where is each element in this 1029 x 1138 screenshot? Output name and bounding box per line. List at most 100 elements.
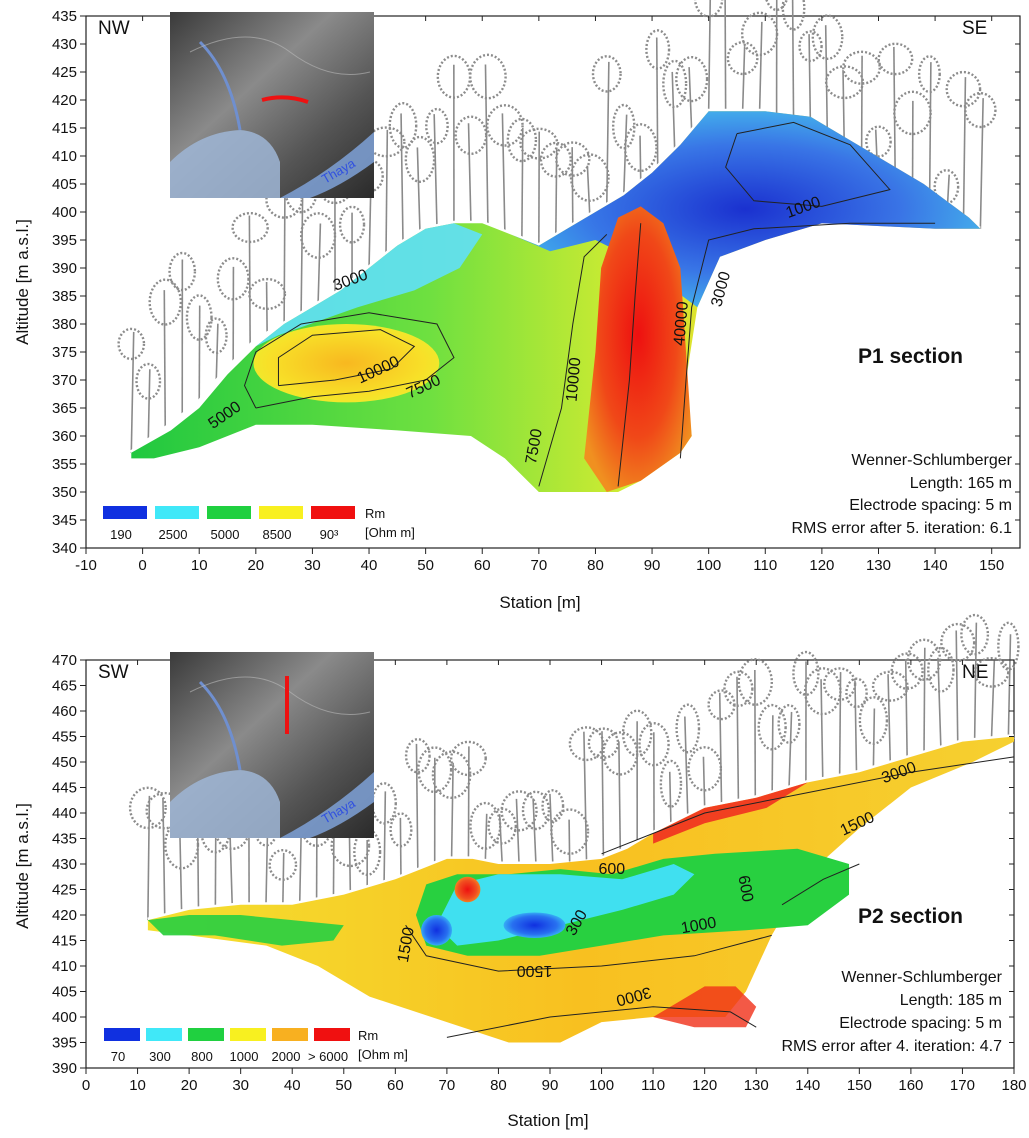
p1-info-line: Electrode spacing: 5 m [849,497,1012,514]
p2-legend-swatch [314,1028,350,1041]
p1-y-tick-label: 425 [52,64,77,81]
p1-y-tick-label: 370 [52,372,77,389]
p1-x-tick-label: 130 [866,557,891,574]
p2-y-tick-label: 395 [52,1035,77,1052]
p1-y-tick-label: 395 [52,232,77,249]
p1-y-tick-label: 430 [52,36,77,53]
p1-legend-label: 5000 [211,527,240,542]
p1-y-tick-label: 340 [52,540,77,557]
p2-x-tick-label: 70 [439,1077,456,1094]
p1-tree-trunk [793,0,794,122]
p2-x-tick-label: 180 [1001,1077,1026,1094]
p2-y-tick-label: 430 [52,856,77,873]
p2-x-tick-label: 110 [641,1077,665,1094]
p1-tree-trunk [199,306,200,403]
p2-y-tick-label: 420 [52,907,77,924]
p1-section-title: P1 section [858,345,963,368]
p2-x-tick-label: 140 [795,1077,820,1094]
p1-corner-right: SE [962,18,987,39]
p2-legend-label: > 6000 [308,1049,348,1064]
p1-y-tick-label: 415 [52,120,77,137]
p1-y-tick-label: 355 [52,456,77,473]
p2-x-tick-label: 120 [692,1077,717,1094]
p2-legend-label: 70 [111,1049,125,1064]
p2-y-tick-label: 445 [52,780,77,797]
p2-y-tick-label: 470 [52,652,77,669]
p1-x-tick-label: 150 [979,557,1004,574]
p2-legend-unit-top: Rm [358,1028,378,1043]
p1-x-axis-label: Station [m] [499,593,580,612]
p1-corner-left: NW [98,18,130,39]
p1-y-tick-label: 375 [52,344,77,361]
p2-x-tick-label: 30 [232,1077,249,1094]
p1-y-tick-label: 390 [52,260,77,277]
p2-tree-trunk [400,818,401,877]
p2-tree-trunk [924,648,925,753]
p1-tree-trunk [640,136,641,182]
p2-y-tick-label: 440 [52,805,77,822]
p2-x-tick-label: 10 [129,1077,146,1094]
p2-tree-trunk [772,715,773,793]
p2-y-tick-label: 400 [52,1009,77,1026]
p2-y-tick-label: 450 [52,754,77,771]
p2-corner-right: NE [962,662,988,683]
p1-tree-trunk [522,128,523,239]
p2-y-tick-label: 465 [52,678,77,695]
p1-x-tick-label: 120 [809,557,834,574]
p1-y-tick-label: 420 [52,92,77,109]
p1-legend-swatch [311,506,355,519]
p2-tree-crown [961,615,987,654]
p1-y-tick-label: 350 [52,484,77,501]
p2-tree-trunk [840,672,841,776]
p2-tree-crown [941,624,974,661]
p2-legend-unit-bottom: [Ohm m] [358,1047,408,1062]
p2-tree-trunk [349,834,350,893]
p1-legend-swatch [155,506,199,519]
p1-x-tick-label: 60 [474,557,491,574]
p2-contour-label: 600 [599,861,626,878]
p1-legend-label: 2500 [159,527,188,542]
p1-legend-label: 90³ [320,527,339,542]
p1-legend-unit-bottom: [Ohm m] [365,525,415,540]
p1-x-tick-label: -10 [75,557,97,574]
p1-info-line: Length: 165 m [910,475,1012,492]
p2-y-tick-label: 410 [52,958,77,975]
p1-tree-trunk [657,37,658,167]
p1-x-tick-label: 110 [753,557,777,574]
p2-legend-label: 1000 [230,1049,259,1064]
p2-info-line: Wenner-Schlumberger [841,969,1002,986]
p2-x-tick-label: 60 [387,1077,404,1094]
p1-info-line: RMS error after 5. iteration: 6.1 [791,520,1012,537]
p2-contour-label: 1500 [517,962,553,979]
p2-x-tick-label: 20 [181,1077,198,1094]
p2-info-line: Electrode spacing: 5 m [839,1015,1002,1032]
p1-legend-unit-top: Rm [365,506,385,521]
p1-x-tick-label: 90 [644,557,661,574]
p1-y-tick-label: 400 [52,204,77,221]
p1-x-tick-label: 80 [587,557,604,574]
p2-tree-trunk [873,708,874,768]
p2-section-title: P2 section [858,905,963,928]
p1-x-tick-label: 20 [247,557,264,574]
p2-x-tick-label: 160 [898,1077,923,1094]
p2-corner-left: SW [98,662,129,683]
p2-x-tick-label: 90 [542,1077,559,1094]
p1-legend-swatch [259,506,303,519]
p1-x-tick-label: 70 [531,557,548,574]
p1-legend-swatch [103,506,147,519]
p2-red-spot [455,877,481,903]
p1-legend-label: 8500 [263,527,292,542]
p2-y-axis-label: Altitude [m a.s.l.] [13,803,32,929]
p2-legend-swatch [146,1028,182,1041]
p1-tree-trunk [284,188,285,324]
p1-x-tick-label: 0 [138,557,146,574]
p1-y-tick-label: 405 [52,176,77,193]
p1-location-inset: Thaya [170,12,374,198]
p1-tree-trunk [164,290,165,429]
p1-legend-label: 190 [110,527,132,542]
p1-x-tick-label: 10 [191,557,208,574]
p1-y-tick-label: 345 [52,512,77,529]
